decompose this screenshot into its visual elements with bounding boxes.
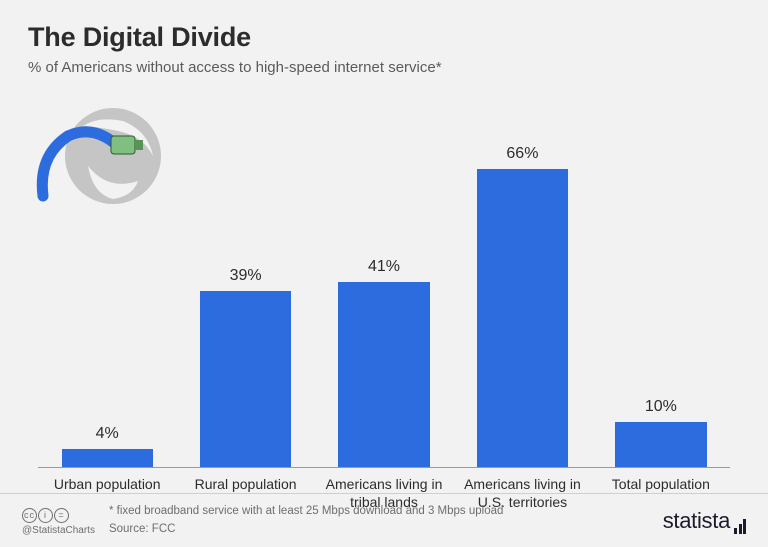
value-label: 41% <box>368 258 400 276</box>
bar <box>200 291 291 467</box>
cc-license-icon: cci= @StatistaCharts <box>22 505 95 536</box>
value-label: 66% <box>506 145 538 163</box>
twitter-handle: @StatistaCharts <box>22 525 95 536</box>
bar-chart: 4% 39% 41% 66% 10% <box>38 106 730 468</box>
bar <box>615 422 706 467</box>
bar-slot: 41% <box>315 106 453 467</box>
footnote: * fixed broadband service with at least … <box>109 503 503 520</box>
value-label: 39% <box>230 267 262 285</box>
source: Source: FCC <box>109 521 503 538</box>
value-label: 10% <box>645 398 677 416</box>
bar-slot: 4% <box>38 106 176 467</box>
value-label: 4% <box>96 425 119 443</box>
statista-logo: statista <box>663 508 746 534</box>
bar <box>477 169 568 467</box>
bar-slot: 10% <box>592 106 730 467</box>
page-title: The Digital Divide <box>28 22 740 53</box>
bar <box>62 449 153 467</box>
footer: cci= @StatistaCharts * fixed broadband s… <box>0 493 768 547</box>
subtitle: % of Americans without access to high-sp… <box>28 59 740 76</box>
bar <box>338 282 429 467</box>
bar-slot: 66% <box>453 106 591 467</box>
bar-slot: 39% <box>176 106 314 467</box>
